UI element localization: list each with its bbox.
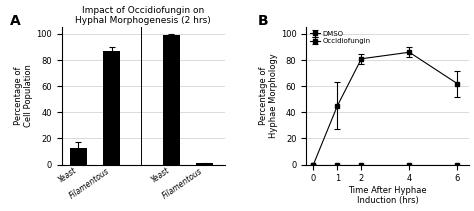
Legend: DMSO, Occidiofungin: DMSO, Occidiofungin xyxy=(308,30,373,46)
Bar xyxy=(163,35,180,165)
Y-axis label: Percentage of
Cell Population: Percentage of Cell Population xyxy=(14,65,33,127)
Bar xyxy=(70,148,87,165)
Text: B: B xyxy=(257,14,268,28)
X-axis label: Time After Hyphae
Induction (hrs): Time After Hyphae Induction (hrs) xyxy=(348,186,427,206)
Text: A: A xyxy=(9,14,20,28)
Bar xyxy=(103,51,120,165)
Y-axis label: Percentage of
Hyphae Morphology: Percentage of Hyphae Morphology xyxy=(258,54,278,138)
Bar xyxy=(196,163,213,165)
Title: Impact of Occidiofungin on
Hyphal Morphogenesis (2 hrs): Impact of Occidiofungin on Hyphal Morpho… xyxy=(75,6,211,25)
